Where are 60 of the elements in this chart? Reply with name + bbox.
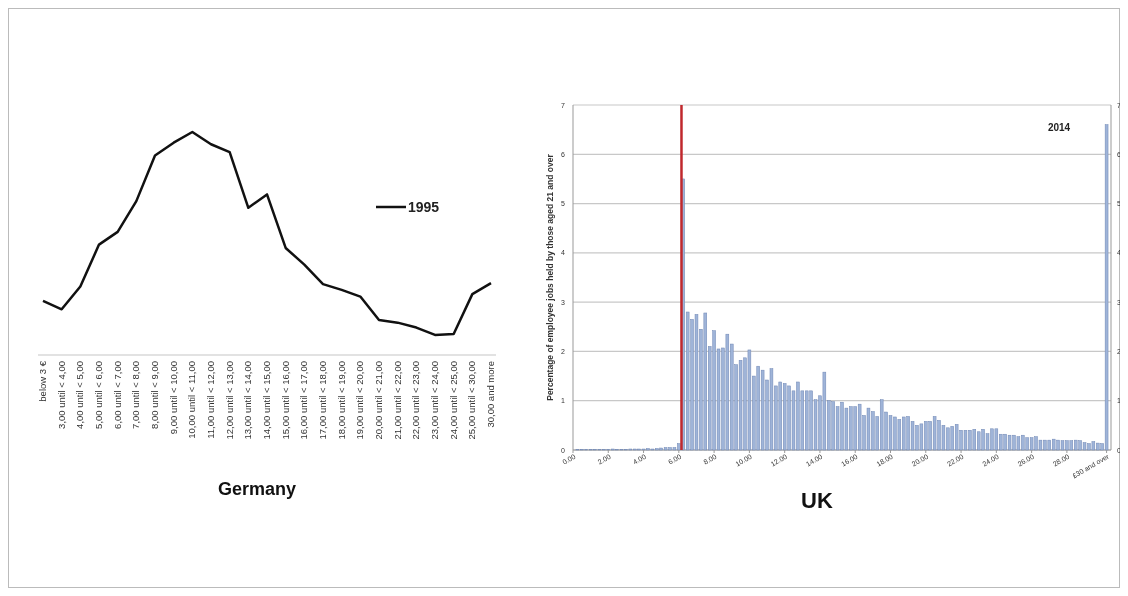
x-tick-label: 19,00 until < 20,00 <box>354 361 366 440</box>
bar <box>932 416 937 451</box>
bar <box>725 333 730 451</box>
y-axis-title: Percentage of employee jobs held by those aged 21 and over <box>545 153 555 401</box>
annotation: 2014 <box>1047 122 1071 133</box>
x-tick-label: 24,00 until < 25,00 <box>447 361 459 440</box>
x-tick-label: 12,00 until < 13,00 <box>223 361 235 440</box>
x-tick-label: 22,00 until < 23,00 <box>410 361 422 440</box>
x-tick-label: 18,00 until < 19,00 <box>335 361 347 440</box>
x-tick-label: 4,00 until < 5,00 <box>74 361 86 429</box>
bar <box>822 371 827 451</box>
bar <box>1016 436 1021 451</box>
bar <box>1104 124 1109 451</box>
x-tick-label: 7,00 until < 8,00 <box>130 361 142 429</box>
bar <box>1069 440 1074 451</box>
bar <box>897 419 902 451</box>
x-tick-label: 23,00 until < 24,00 <box>429 361 440 440</box>
bar <box>857 403 862 451</box>
x-tick-label: 21,00 until < 22,00 <box>391 361 403 440</box>
x-tick-label: 20,00 until < 21,00 <box>373 361 384 440</box>
x-axis-title: UK <box>801 488 833 513</box>
bar <box>1091 441 1096 451</box>
bar <box>694 314 699 451</box>
bar <box>1082 442 1087 451</box>
x-tick-label: 16,00 until < 17,00 <box>298 361 310 440</box>
bar <box>866 407 871 451</box>
x-tick-label: 13,00 until < 14,00 <box>242 361 254 440</box>
x-tick-label: 30,00 and more <box>485 361 496 428</box>
x-tick-label: 6,00 until < 7,00 <box>111 361 123 429</box>
bar <box>760 369 765 451</box>
x-tick-label: 3,00 until < 4,00 <box>55 361 67 429</box>
x-tick-label: below 3 € <box>37 360 48 402</box>
bar <box>994 428 999 451</box>
bar <box>738 360 743 451</box>
bar <box>879 399 884 451</box>
bar <box>888 415 893 451</box>
x-tick-label: 9,00 until < 10,00 <box>167 361 179 435</box>
legend-label: 1995 <box>408 199 440 215</box>
bar <box>1007 434 1012 451</box>
bar <box>769 368 774 451</box>
x-tick-label: 10,00 until < 11,00 <box>186 361 198 439</box>
bar <box>663 447 668 451</box>
bar <box>1029 437 1034 451</box>
bar <box>1051 438 1056 451</box>
x-tick-label: 25,00 until < 30,00 <box>466 361 478 440</box>
x-tick-label: 17,00 until < 18,00 <box>317 361 328 440</box>
x-axis-title: Germany <box>217 479 297 499</box>
x-tick-label: 5,00 until < 6,00 <box>93 361 104 429</box>
bar <box>963 430 968 451</box>
x-tick-label: 15,00 until < 16,00 <box>279 361 291 440</box>
x-tick-label: 8,00 until < 9,00 <box>149 361 160 429</box>
bar <box>1060 440 1065 451</box>
bar <box>954 424 959 451</box>
bar <box>1038 439 1043 451</box>
bar <box>672 447 677 451</box>
bar <box>747 349 752 451</box>
bar <box>782 383 787 451</box>
x-tick-label: 14,00 until < 15,00 <box>261 361 272 440</box>
x-tick-label: 11,00 until < 12,00 <box>205 361 216 439</box>
bar <box>919 423 924 451</box>
